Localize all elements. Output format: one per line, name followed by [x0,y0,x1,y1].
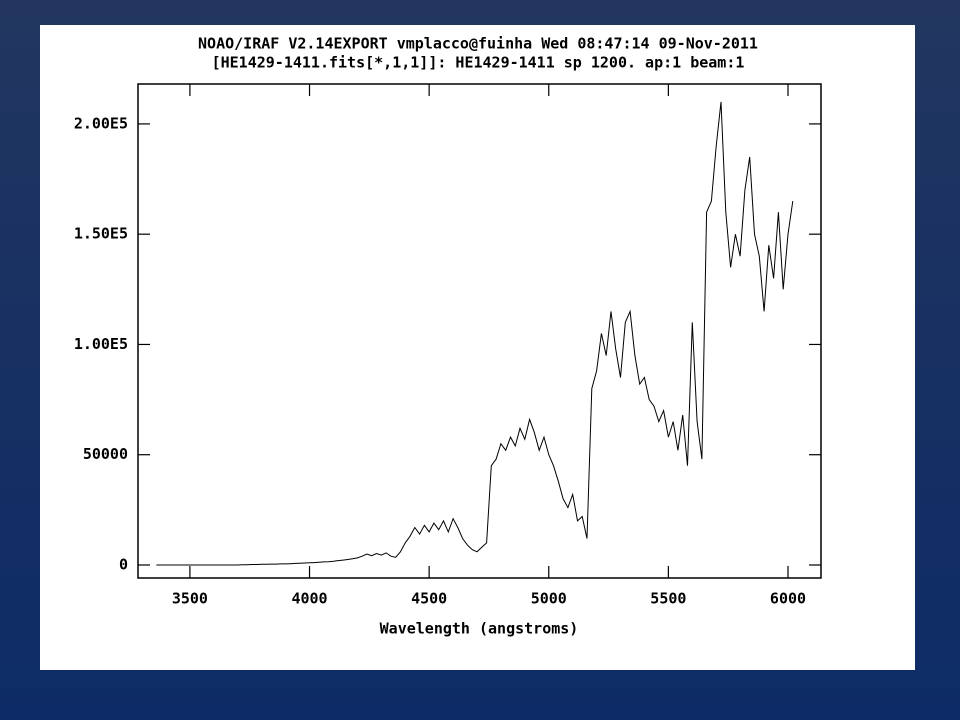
spectrum-line [156,101,794,566]
chart-subtitle: [HE1429-1411.fits[*,1,1]]: HE1429-1411 s… [212,54,745,72]
x-tick-label: 5500 [650,590,686,608]
x-tick-label: 4500 [411,590,447,608]
x-axis-label: Wavelength (angstroms) [380,620,579,638]
y-tick-label: 0 [119,555,128,573]
x-tick-label: 4000 [291,590,327,608]
y-tick-label: 2.00E5 [74,114,128,132]
plot-frame [137,83,822,579]
y-tick-label: 50000 [83,445,128,463]
x-tick-label: 5000 [531,590,567,608]
y-tick-label: 1.00E5 [74,335,128,353]
panel [40,25,915,670]
chart-title: NOAO/IRAF V2.14EXPORT vmplacco@fuinha We… [198,35,758,53]
x-tick-label: 6000 [770,590,806,608]
y-tick-label: 1.50E5 [74,225,128,243]
x-tick-label: 3500 [172,590,208,608]
